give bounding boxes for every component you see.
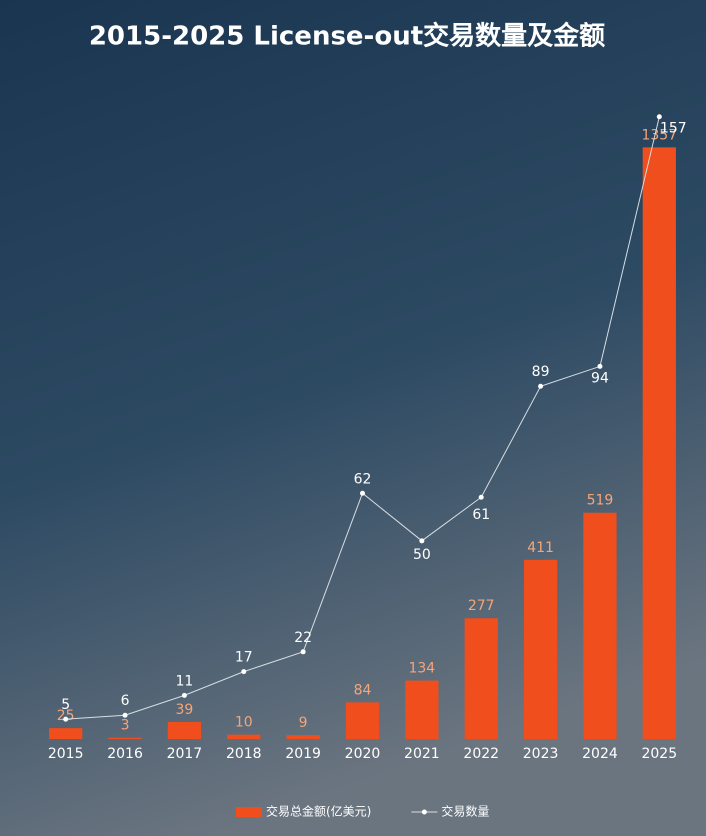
line-value-label: 89 [532,364,550,380]
line-point [181,692,187,698]
line-value-label: 22 [294,630,312,646]
bar [464,618,498,739]
x-tick-label: 2025 [641,746,677,762]
bar-value-label: 25 [57,708,75,724]
line-value-label: 5 [61,697,70,713]
line-value-label: 11 [175,673,193,689]
bar [583,512,617,739]
x-tick-label: 2022 [463,746,499,762]
line-value-label: 50 [413,547,431,563]
line-value-label: 17 [235,650,253,666]
x-tick-label: 2018 [226,746,262,762]
line-point [122,712,128,718]
x-tick-label: 2024 [582,746,618,762]
bar-value-label: 1357 [641,127,677,143]
line-point [538,383,544,389]
x-tick-label: 2019 [285,746,321,762]
bar-value-label: 3 [121,718,130,734]
line-value-label: 94 [591,370,609,386]
bar-value-label: 277 [468,598,495,614]
bar [49,728,83,739]
x-tick-label: 2016 [107,746,143,762]
line-point [597,363,603,369]
bar-value-label: 10 [235,715,253,731]
legend-label: 交易总金额(亿美元) [266,804,371,819]
bar [167,721,202,739]
bar [405,680,439,739]
bar [523,559,558,739]
x-tick-label: 2017 [167,746,203,762]
line-value-label: 157 [660,121,687,137]
bar-value-label: 84 [354,682,372,698]
line-point [63,716,69,722]
bar-value-label: 411 [527,540,554,556]
line-point [656,114,662,120]
line-point [478,494,484,500]
x-tick-label: 2020 [345,746,381,762]
legend-label: 交易数量 [441,804,489,819]
bar [345,702,380,739]
bar [108,737,142,739]
line-point [419,538,425,544]
x-tick-label: 2015 [48,746,84,762]
bar-value-label: 519 [587,493,614,509]
bar-value-label: 134 [408,661,435,677]
bar [286,735,320,739]
line-value-label: 62 [354,471,372,487]
x-tick-label: 2023 [523,746,559,762]
x-tick-label: 2021 [404,746,440,762]
bar-value-label: 39 [175,702,193,718]
bar [227,734,261,739]
line-value-label: 61 [472,507,490,523]
bar-value-label: 9 [299,715,308,731]
line-point [241,669,247,675]
line-point [300,649,306,655]
line-point [360,490,365,496]
legend-point [421,809,427,815]
bar [642,147,676,739]
line-value-label: 6 [121,693,130,709]
legend-swatch [236,807,262,817]
chart-title: 2015-2025 License-out交易数量及金额 [89,21,605,52]
